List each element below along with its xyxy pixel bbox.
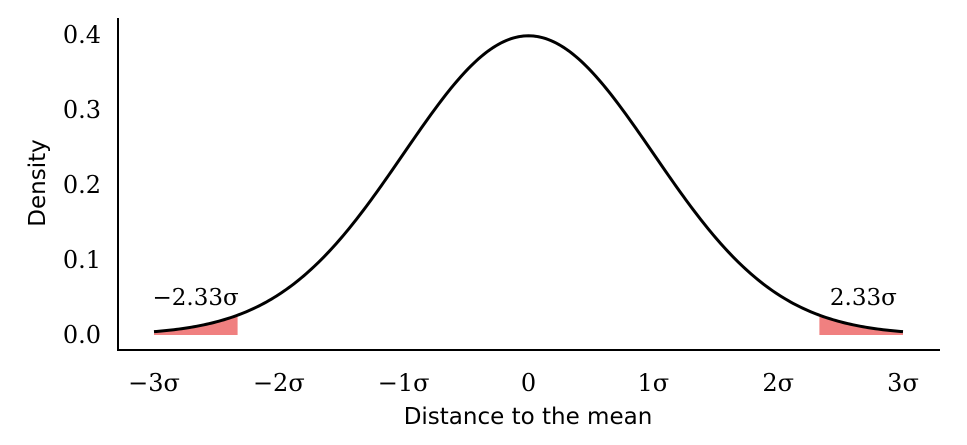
y-ticks: 0.0 0.1 0.2 0.3 0.4 [63,21,101,349]
y-tick-label: 0.4 [63,21,101,49]
annotation-right: 2.33σ [830,285,897,311]
x-tick-label: 1σ [638,369,670,397]
x-tick-label: 0 [521,369,536,397]
y-tick-label: 0.3 [63,96,101,124]
y-axis-label: Density [25,139,51,226]
x-ticks: −3σ −2σ −1σ 0 1σ 2σ 3σ [128,369,919,397]
x-tick-label: −2σ [253,369,305,397]
x-tick-label: −1σ [378,369,430,397]
x-tick-label: −3σ [128,369,180,397]
annotations: −2.33σ 2.33σ [153,285,898,311]
density-curve-group [153,34,904,334]
x-tick-label: 2σ [762,369,794,397]
annotation-left: −2.33σ [153,285,239,311]
y-tick-label: 0.0 [63,321,101,349]
y-tick-label: 0.1 [63,246,101,274]
axes [117,18,940,351]
y-tick-label: 0.2 [63,171,101,199]
density-curve [153,34,904,334]
shaded-tails [154,315,903,335]
x-axis-label: Distance to the mean [404,404,653,430]
x-tick-label: 3σ [887,369,919,397]
